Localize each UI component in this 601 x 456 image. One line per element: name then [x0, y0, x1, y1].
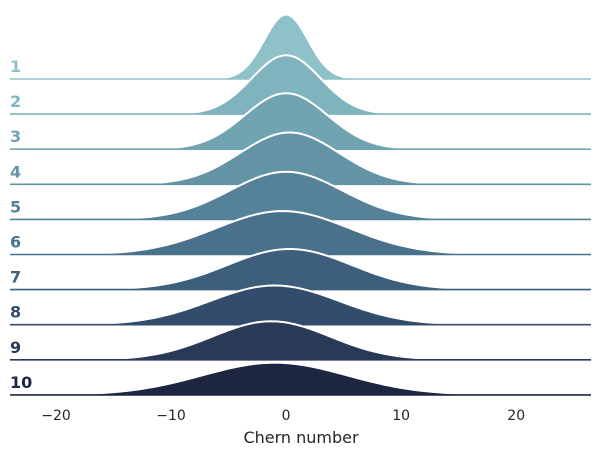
ridge-area-4 — [136, 132, 436, 185]
ridge-area-8 — [90, 285, 459, 325]
ridges — [10, 13, 591, 396]
ridge-area-1 — [217, 14, 356, 80]
row-label-2: 2 — [10, 92, 21, 111]
row-label-9: 9 — [10, 338, 21, 357]
ridge-area-10 — [33, 362, 563, 395]
row-labels: 1 2 3 4 5 6 7 8 9 10 — [10, 57, 32, 392]
ridge-area-9 — [67, 321, 471, 360]
x-tick-label: −10 — [156, 408, 186, 424]
row-label-8: 8 — [10, 303, 21, 322]
ridge-outline-8 — [90, 284, 459, 326]
x-tick-label: −20 — [41, 408, 71, 424]
row-label-7: 7 — [10, 268, 21, 287]
ridge-10 — [10, 361, 591, 396]
x-tick-label: 0 — [282, 408, 291, 424]
row-label-5: 5 — [10, 197, 21, 216]
ridge-outline-4 — [136, 131, 436, 185]
row-label-3: 3 — [10, 127, 21, 146]
ridge-area-5 — [113, 171, 459, 220]
x-tick-label: 20 — [507, 408, 525, 424]
x-tick-label: 10 — [392, 408, 410, 424]
ridge-8 — [10, 284, 591, 326]
ridge-outline-6 — [79, 210, 494, 256]
ridge-area-6 — [79, 211, 494, 255]
row-label-1: 1 — [10, 57, 21, 76]
ridge-area-2 — [182, 55, 390, 115]
x-axis: −20 −10 0 10 20 — [41, 408, 525, 424]
ridge-area-7 — [102, 249, 482, 290]
ridge-9 — [10, 320, 591, 361]
ridge-outline-3 — [159, 92, 413, 150]
row-label-4: 4 — [10, 162, 21, 181]
ridge-outline-7 — [102, 247, 482, 291]
ridge-outline-1 — [217, 13, 356, 80]
row-label-10: 10 — [10, 373, 32, 392]
ridge-outline-5 — [113, 170, 459, 220]
x-axis-label: Chern number — [243, 428, 359, 447]
row-label-6: 6 — [10, 233, 21, 252]
ridge-area-3 — [159, 93, 413, 150]
ridge-6 — [10, 210, 591, 256]
ridge-outline-9 — [67, 320, 471, 361]
ridge-outline-2 — [182, 54, 390, 115]
